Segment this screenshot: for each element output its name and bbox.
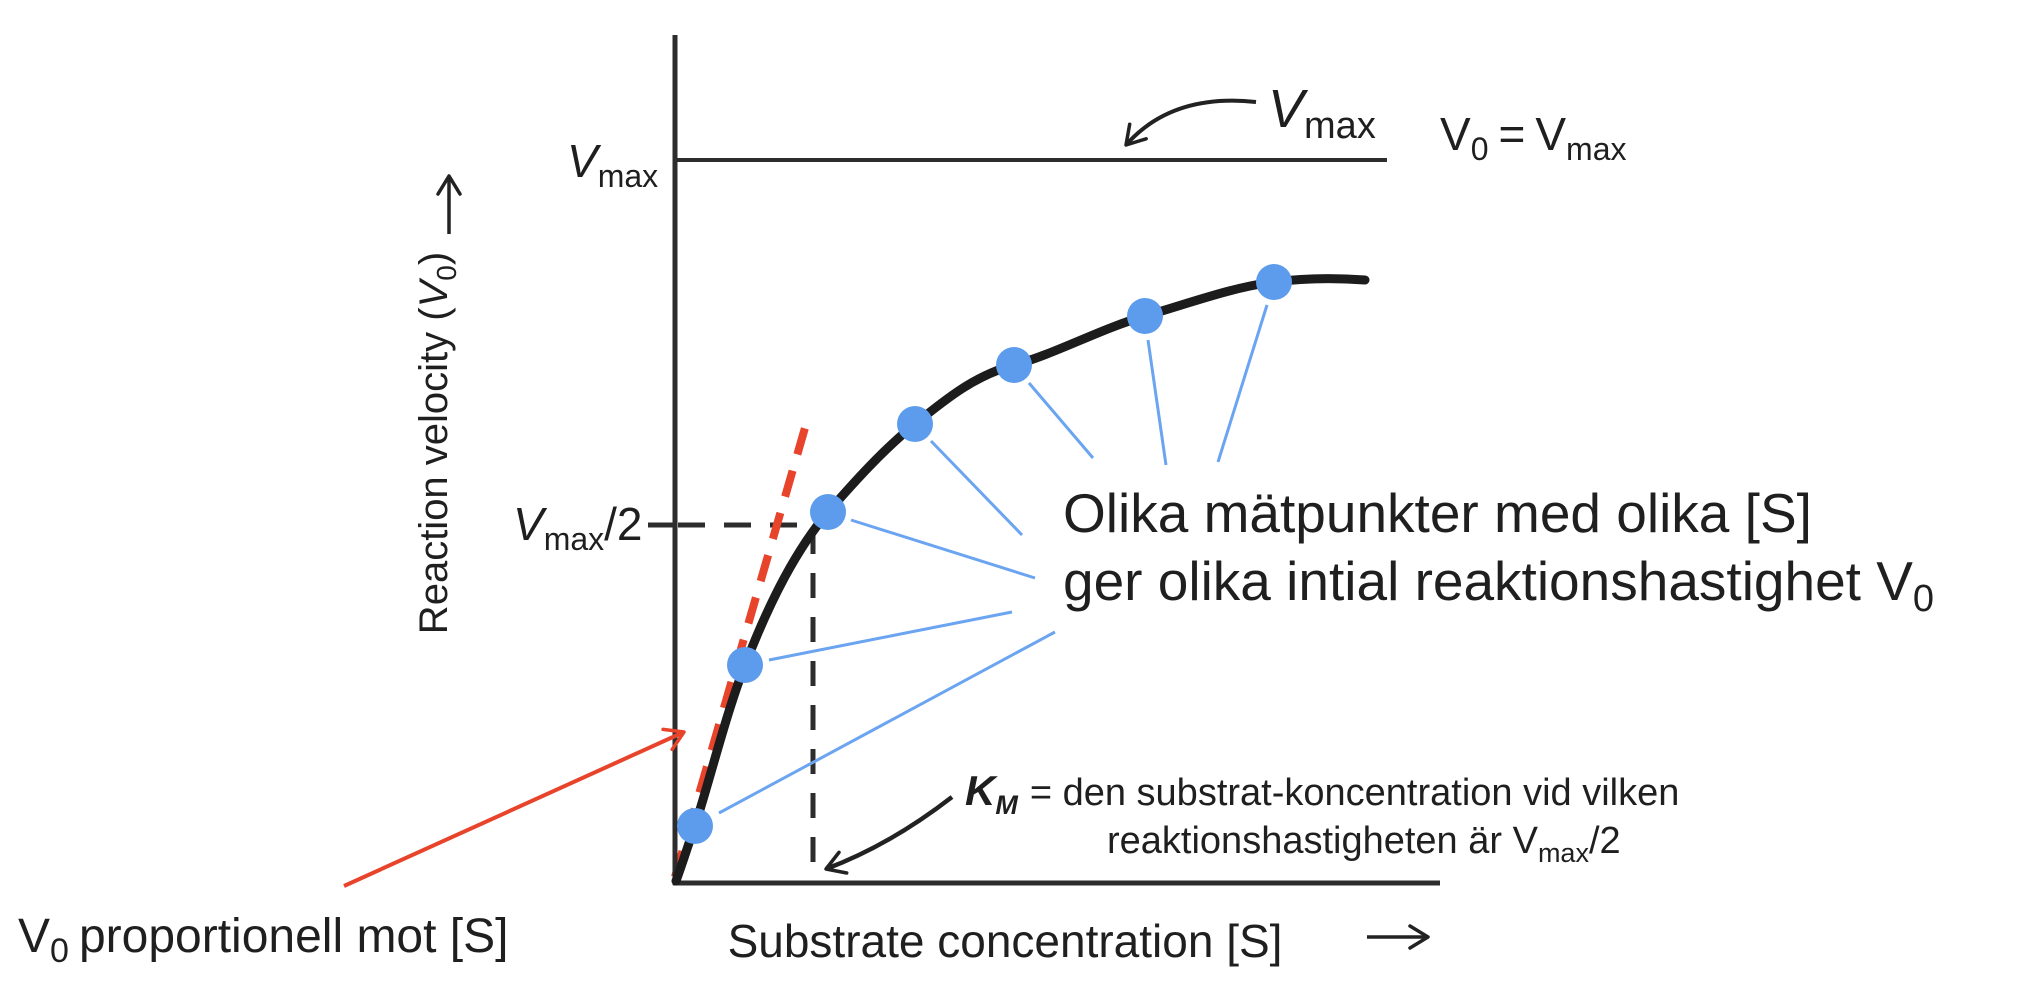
y-axis-label-pre: Reaction velocity (	[412, 307, 456, 634]
proportional-note: V0 proportionell mot [S]	[18, 910, 508, 970]
data-point-group	[677, 264, 1292, 844]
initial-slope-tangent-line	[671, 412, 813, 879]
point3-callout-line	[850, 518, 1036, 580]
data-point-2	[727, 647, 763, 683]
vmax-tick-v: V	[567, 135, 602, 187]
data-point-6	[1127, 298, 1163, 334]
point5-callout-line	[1027, 382, 1095, 459]
proportional-pointer-arrow	[343, 727, 686, 888]
point6-callout-line	[1146, 339, 1168, 466]
vmax-pointer-arrow	[1124, 98, 1257, 147]
y-axis-label-v: V	[412, 277, 456, 307]
v0eq-equals: =	[1498, 108, 1525, 160]
km-pointer-arrow	[824, 795, 954, 875]
km-note-line2-post: /2	[1589, 820, 1621, 862]
v0eq-v2: V	[1535, 108, 1566, 160]
vmax-half-sub: max	[544, 521, 604, 557]
vmax-half-tick-label: Vmax/2	[513, 498, 643, 557]
proportional-note-rest: proportionell mot [S]	[79, 910, 509, 963]
data-point-1	[677, 808, 713, 844]
point4-callout-line	[929, 439, 1024, 537]
proportional-note-sub: 0	[50, 932, 69, 970]
km-symbol-sub: M	[995, 790, 1018, 820]
measurement-note-line1: Olika mätpunkter med olika [S]	[1063, 482, 1812, 544]
vmax-callout-sub: max	[1304, 105, 1376, 147]
vmax-callout-v: V	[1268, 79, 1309, 139]
km-symbol: K	[965, 767, 998, 814]
proportional-note-v: V	[18, 910, 50, 963]
data-point-7	[1256, 264, 1292, 300]
v0eq-v1: V	[1440, 108, 1471, 160]
v0eq-sub1: 0	[1471, 131, 1489, 167]
x-axis-label: Substrate concentration [S]	[728, 915, 1283, 967]
km-note-line2-sub: max	[1538, 838, 1590, 868]
measurement-note-line2-pre: ger olika intial reaktionshastighet V	[1063, 550, 1913, 612]
y-axis-label-sub: 0	[431, 265, 462, 281]
km-note-line1: KM = den substrat-koncentration vid vilke…	[965, 767, 1679, 820]
vmax-half-post: /2	[604, 498, 642, 550]
callout-line-group	[718, 304, 1269, 815]
vmax-half-v: V	[513, 498, 548, 550]
y-axis-label: Reaction velocity (V0)	[412, 252, 462, 634]
vmax-tick-sub: max	[598, 158, 658, 194]
vmax-callout-label: Vmax	[1268, 79, 1376, 147]
point7-callout-line	[1216, 304, 1269, 463]
y-axis-label-post: )	[412, 252, 456, 265]
km-note-line2: reaktionshastigheten är Vmax/2	[1107, 820, 1621, 868]
data-point-5	[996, 347, 1032, 383]
vmax-tick-label: Vmax	[567, 135, 658, 194]
data-point-4	[897, 406, 933, 442]
km-note-line2-pre: reaktionshastigheten är V	[1107, 820, 1539, 862]
v0eq-sub2: max	[1566, 131, 1626, 167]
measurement-note-line2-sub: 0	[1913, 578, 1934, 620]
measurement-note-line2: ger olika intial reaktionshastighet V0	[1063, 550, 1934, 620]
data-point-3	[810, 494, 846, 530]
point1-callout-line	[718, 630, 1056, 815]
v0-equals-vmax-label: V0 = Vmax	[1440, 108, 1627, 167]
point2-callout-line	[768, 610, 1013, 662]
km-note-line1-rest: = den substrat-koncentration vid vilken	[1030, 772, 1680, 814]
